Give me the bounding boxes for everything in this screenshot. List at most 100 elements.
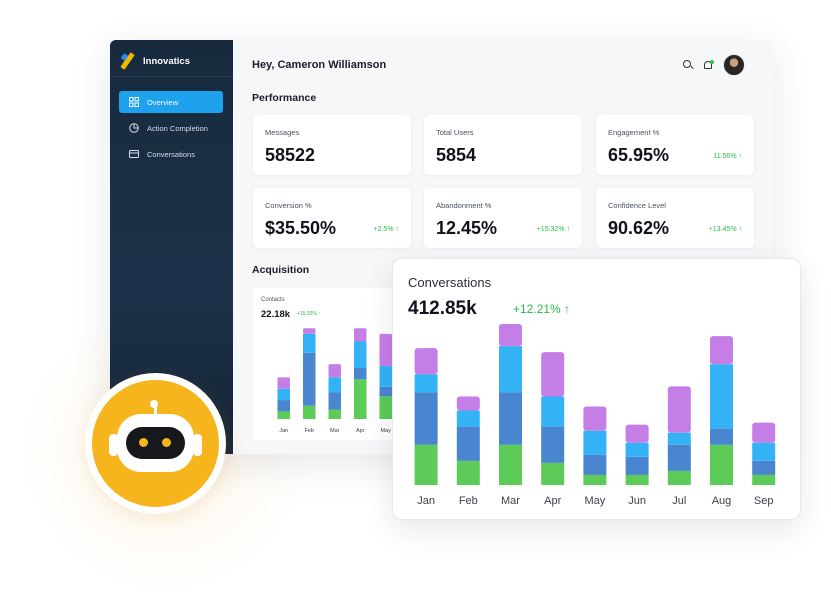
bar-segment-may-1 <box>583 454 607 475</box>
bar-segment-jan-3 <box>277 377 290 389</box>
x-tick-label: Jan <box>279 428 288 434</box>
bar-segment-feb-2 <box>456 410 480 427</box>
bar-segment-jan-0 <box>277 411 290 419</box>
stat-label: Total Users <box>436 128 474 137</box>
divider <box>110 76 233 77</box>
conversations-title: Conversations <box>408 275 492 290</box>
bar-segment-mar-0 <box>328 409 341 419</box>
bar-segment-aug-0 <box>710 444 733 485</box>
bar-segment-sep-1 <box>752 460 776 475</box>
x-tick-label: Apr <box>356 428 365 434</box>
bar-segment-feb-1 <box>303 352 316 406</box>
x-tick-label: May <box>381 428 392 434</box>
bar-segment-may-3 <box>583 406 607 431</box>
bar-segment-apr-2 <box>354 341 367 368</box>
bar-segment-apr-0 <box>354 379 367 419</box>
x-tick-label: Jan <box>417 495 435 507</box>
stat-label: Confidence Level <box>608 201 666 210</box>
stat-value: $35.50% <box>265 218 337 238</box>
sidebar-item-action-completion[interactable]: Action Completion <box>119 117 223 139</box>
x-tick-label: Apr <box>544 495 561 507</box>
robot-antenna-tip <box>150 400 158 408</box>
bar-segment-aug-3 <box>710 336 733 365</box>
bar-segment-may-3 <box>379 333 392 367</box>
stat-value: 65.95% <box>608 145 670 165</box>
robot-head <box>117 414 194 472</box>
bar-segment-jan-3 <box>414 348 438 375</box>
bar-segment-feb-0 <box>303 405 316 419</box>
contacts-label: Contacts <box>261 297 285 303</box>
bar-segment-mar-2 <box>499 346 522 393</box>
bar-segment-jan-2 <box>277 388 290 401</box>
card-icon <box>129 150 139 158</box>
bar-segment-apr-0 <box>541 462 565 485</box>
brand-logo-icon <box>120 52 136 70</box>
x-tick-label: Sep <box>754 495 774 507</box>
bar-segment-sep-0 <box>752 474 776 485</box>
bar-segment-jun-1 <box>625 456 649 475</box>
stat-value: 90.62% <box>608 218 670 238</box>
sidebar-item-overview[interactable]: Overview <box>119 91 223 113</box>
stat-card-total-users: Total Users 5854 <box>424 115 582 175</box>
contacts-value: 22.18k <box>261 309 291 320</box>
bar-segment-apr-1 <box>541 426 565 463</box>
bar-segment-mar-3 <box>499 324 522 347</box>
stat-card-conversion: Conversion % $35.50% +2.5% ↑ <box>253 188 411 248</box>
sidebar-nav: Overview Action Completion Conversations <box>119 91 223 169</box>
bar-segment-jul-0 <box>667 470 691 485</box>
bar-segment-may-0 <box>583 474 607 485</box>
bar-segment-jan-2 <box>414 374 438 393</box>
bar-segment-mar-0 <box>499 444 522 485</box>
robot-face <box>126 427 185 459</box>
contacts-chart: Jan Feb Mar Apr May <box>277 328 392 434</box>
avatar[interactable] <box>723 54 745 76</box>
bar-segment-jul-3 <box>667 386 691 433</box>
x-tick-label: Feb <box>305 428 314 434</box>
stat-delta: +15.32% ↑ <box>536 226 570 233</box>
stat-delta: 11.56% ↑ <box>713 153 742 160</box>
bar-segment-may-2 <box>583 430 607 455</box>
dashboard-window: Innovatics Overview Action Completion <box>110 40 772 454</box>
bar-segment-jul-2 <box>667 432 691 445</box>
bar-segment-jun-3 <box>625 424 649 443</box>
bar-segment-feb-2 <box>303 333 316 353</box>
contacts-card: Contacts 22.18k +15.32% ↑ Jan Feb Mar Apr Ma… <box>253 288 403 440</box>
bar-segment-mar-2 <box>328 377 341 393</box>
bar-segment-aug-2 <box>710 364 733 429</box>
stat-delta: +2.5% ↑ <box>373 226 400 233</box>
bar-segment-apr-3 <box>354 328 367 342</box>
bar-segment-jan-0 <box>414 444 438 485</box>
sidebar-item-label: Conversations <box>147 149 195 159</box>
robot-eye <box>139 438 148 447</box>
conversations-chart: Jan Feb Mar Apr May Jun Jul Aug Sep <box>414 324 776 507</box>
brand[interactable]: Innovatics <box>120 52 190 70</box>
bar-segment-sep-3 <box>752 422 776 443</box>
bar-segment-jun-0 <box>625 474 649 485</box>
page-title: Hey, Cameron Williamson <box>252 59 387 71</box>
stat-card-messages: Messages 58522 <box>253 115 411 175</box>
bar-segment-jun-2 <box>625 442 649 457</box>
bar-segment-jul-1 <box>667 444 691 471</box>
search-icon[interactable] <box>683 60 694 70</box>
bar-segment-aug-1 <box>710 428 733 445</box>
bar-segment-apr-1 <box>354 367 367 380</box>
bar-segment-may-2 <box>379 366 392 387</box>
x-tick-label: Aug <box>712 495 732 507</box>
header-actions <box>683 54 745 76</box>
robot-ear <box>193 434 202 456</box>
stat-label: Engagement % <box>608 128 660 137</box>
grid-icon <box>129 97 139 107</box>
stat-value: 12.45% <box>436 218 498 238</box>
robot-antenna <box>154 403 157 415</box>
brand-name: Innovatics <box>143 55 190 67</box>
x-tick-label: May <box>585 495 606 507</box>
x-tick-label: Jun <box>628 495 646 507</box>
contacts-delta: +15.32% ↑ <box>297 311 321 317</box>
robot-ear <box>109 434 118 456</box>
bar-segment-jan-1 <box>414 392 438 445</box>
sidebar-item-conversations[interactable]: Conversations <box>119 143 223 165</box>
bar-segment-apr-3 <box>541 352 565 397</box>
bar-segment-feb-0 <box>456 460 480 485</box>
bar-segment-feb-1 <box>456 426 480 461</box>
bell-icon[interactable] <box>703 59 714 71</box>
